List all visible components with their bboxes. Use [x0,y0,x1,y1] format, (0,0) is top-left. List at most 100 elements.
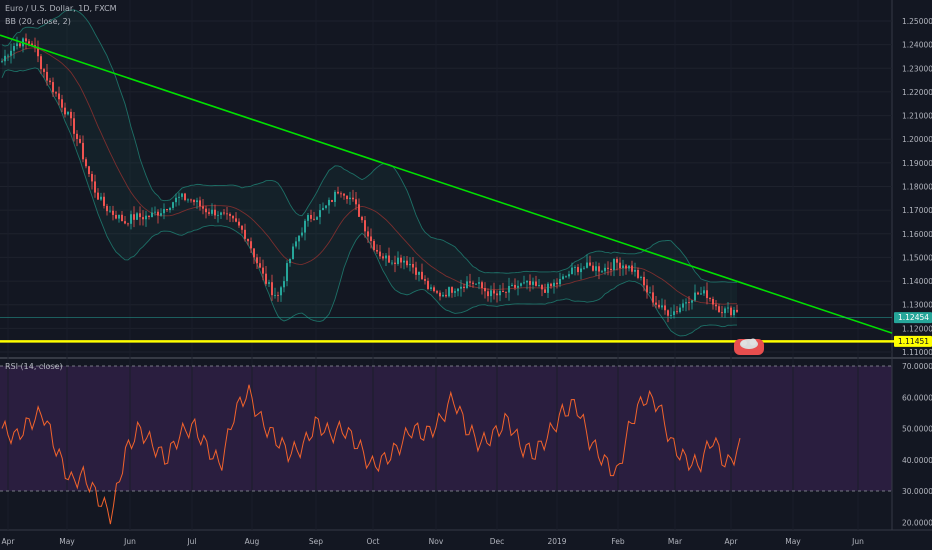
candle-body [439,292,441,297]
candle-body [493,290,495,294]
candle-body [85,159,87,167]
price-axis[interactable]: 1.25000 1.24000 1.23000 1.22000 1.21000 1.200… [902,17,932,357]
candle-body [64,107,66,115]
symbol-title[interactable]: Euro / U.S. Dollar, 1D, FXCM [5,4,117,13]
candle-body [28,41,30,44]
rsi-tick-label: 60.0000 [902,393,932,402]
candle-body [487,291,489,297]
candle-body [112,210,114,215]
candle-body [583,267,585,269]
candle-body [130,214,132,224]
candle-body [466,281,468,288]
candle-body [691,300,693,303]
candle-body [346,195,348,200]
candle-body [253,248,255,258]
candle-body [142,217,144,220]
candle-body [460,286,462,289]
candle-body [331,199,333,202]
price-tick-label: 1.11000 [902,348,932,357]
rsi-axis[interactable]: 70.0000 60.0000 50.0000 40.0000 30.0000 20.00… [902,362,932,527]
candle-body [568,274,570,277]
price-tick-label: 1.21000 [902,112,932,121]
candle-body [91,174,93,182]
rsi-legend[interactable]: RSI (14, close) [5,362,63,371]
candle-body [703,290,705,294]
candle-body [472,282,474,284]
candle-body [292,246,294,260]
price-tick-label: 1.12000 [902,324,932,333]
candle-body [13,46,15,51]
candle-body [334,191,336,202]
candle-body [241,225,243,230]
time-tick-label: Jul [186,537,196,546]
candle-body [196,200,198,203]
candle-body [427,280,429,289]
price-tick-label: 1.18000 [902,183,932,192]
candle-body [613,259,615,271]
candle-body [379,251,381,257]
candle-body [283,281,285,288]
candle-body [547,283,549,293]
candle-body [124,221,126,224]
candle-body [403,260,405,263]
candle-body [418,271,420,275]
candle-body [109,210,111,212]
candle-body [442,294,444,297]
candle-body [505,292,507,293]
candle-body [553,282,555,287]
candle-body [10,50,12,56]
trendline[interactable] [0,34,893,334]
candle-body [211,209,213,214]
candle-body [172,202,174,208]
time-tick-label: May [59,537,75,546]
candle-body [364,220,366,232]
event-marker-icon[interactable] [734,338,764,356]
candle-body [424,279,426,281]
candle-body [631,265,633,272]
candle-body [139,213,141,218]
price-tick-label: 1.23000 [902,64,932,73]
time-axis[interactable]: Apr May Jun Jul Aug Sep Oct Nov Dec 2019 Feb Mar Apr… [2,537,865,546]
rsi-grid [0,365,892,492]
price-tick-label: 1.22000 [902,88,932,97]
candle-body [433,287,435,292]
candle-body [661,305,663,308]
candle-body [328,199,330,206]
candle-body [595,266,597,271]
candle-body [484,288,486,292]
time-tick-label: May [785,537,801,546]
candle-body [1,61,3,63]
price-pane[interactable] [0,0,892,358]
candle-body [685,302,687,304]
candle-body [271,282,273,296]
candle-body [301,232,303,236]
candle-body [724,308,726,314]
candle-body [43,69,45,72]
candle-body [73,118,75,134]
rsi-tick-label: 20.0000 [902,518,932,527]
candle-body [286,263,288,282]
candle-body [598,266,600,272]
candle-body [103,196,105,206]
candle-body [688,302,690,304]
time-tick-label: Oct [367,537,380,546]
candle-body [223,212,225,214]
candle-body [436,291,438,293]
price-tick-label: 1.24000 [902,41,932,50]
price-tick-label: 1.16000 [902,230,932,239]
candle-body [679,307,681,313]
candle-body [616,259,618,263]
bb-legend[interactable]: BB (20, close, 2) [5,17,71,26]
time-tick-label: Aug [245,537,260,546]
candle-body [373,241,375,250]
candle-body [478,282,480,284]
candle-body [70,111,72,119]
candle-body [361,216,363,221]
candle-body [160,213,162,216]
candle-body [502,290,504,293]
bb-basis [1,47,738,305]
candle-body [79,138,81,143]
candle-body [40,56,42,70]
candle-body [268,282,270,284]
